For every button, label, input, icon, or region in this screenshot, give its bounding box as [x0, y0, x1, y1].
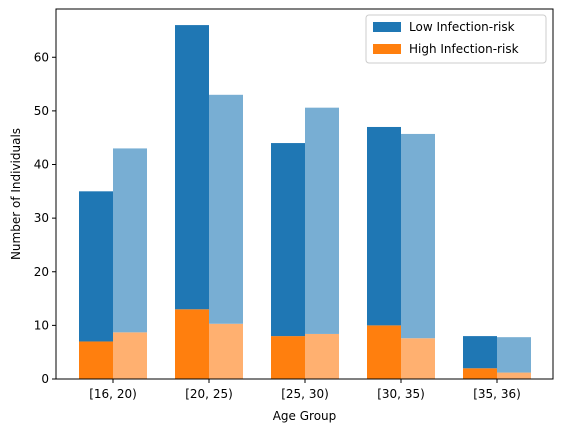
- bar-group1-low-cat4: [497, 337, 531, 373]
- bar-group0-high-cat3: [367, 325, 401, 379]
- bar-group1-low-cat2: [305, 107, 339, 334]
- legend-box: [365, 14, 547, 64]
- y-tick-label: 50: [34, 104, 49, 118]
- legend-swatch-low: [373, 22, 401, 32]
- bar-group0-low-cat2: [271, 143, 305, 337]
- bar-group0-low-cat0: [79, 191, 113, 342]
- y-tick-label: 60: [34, 50, 49, 64]
- x-tick-label: [16, 20): [89, 387, 137, 401]
- bar-group1-high-cat4: [497, 372, 531, 379]
- x-tick-label: [35, 36): [473, 387, 521, 401]
- y-tick-label: 20: [34, 265, 49, 279]
- y-tick-label: 30: [34, 211, 49, 225]
- legend-label-low: Low Infection-risk: [409, 20, 515, 34]
- x-tick-label: [20, 25): [185, 387, 233, 401]
- x-axis-label: Age Group: [273, 409, 337, 423]
- y-tick-label: 10: [34, 318, 49, 332]
- bar-group1-high-cat0: [113, 332, 147, 379]
- bar-group1-low-cat1: [209, 94, 243, 324]
- x-tick-label: [25, 30): [281, 387, 329, 401]
- bar-group0-low-cat1: [175, 25, 209, 310]
- bar-group0-high-cat0: [79, 341, 113, 379]
- bar-group1-low-cat0: [113, 148, 147, 333]
- y-tick-label: 40: [34, 158, 49, 172]
- bar-group0-high-cat2: [271, 336, 305, 379]
- bar-group0-high-cat1: [175, 309, 209, 379]
- legend: Low Infection-risk High Infection-risk: [365, 14, 547, 64]
- bar-group1-low-cat3: [401, 133, 435, 339]
- bar-group1-high-cat3: [401, 338, 435, 379]
- y-axis: 0 10 20 30 40 50 60: [34, 50, 56, 386]
- bar-group1-high-cat1: [209, 323, 243, 379]
- bars-layer: [79, 25, 531, 379]
- bar-group0-low-cat4: [463, 336, 497, 369]
- x-tick-label: [30, 35): [377, 387, 425, 401]
- legend-label-high: High Infection-risk: [409, 42, 519, 56]
- bar-group0-low-cat3: [367, 126, 401, 326]
- x-axis: [16, 20) [20, 25) [25, 30) [30, 35) [35, 36): [89, 379, 521, 401]
- bar-group0-high-cat4: [463, 368, 497, 379]
- legend-swatch-high: [373, 44, 401, 54]
- y-axis-label: Number of Individuals: [9, 128, 23, 260]
- bar-group1-high-cat2: [305, 333, 339, 379]
- y-tick-label: 0: [41, 372, 49, 386]
